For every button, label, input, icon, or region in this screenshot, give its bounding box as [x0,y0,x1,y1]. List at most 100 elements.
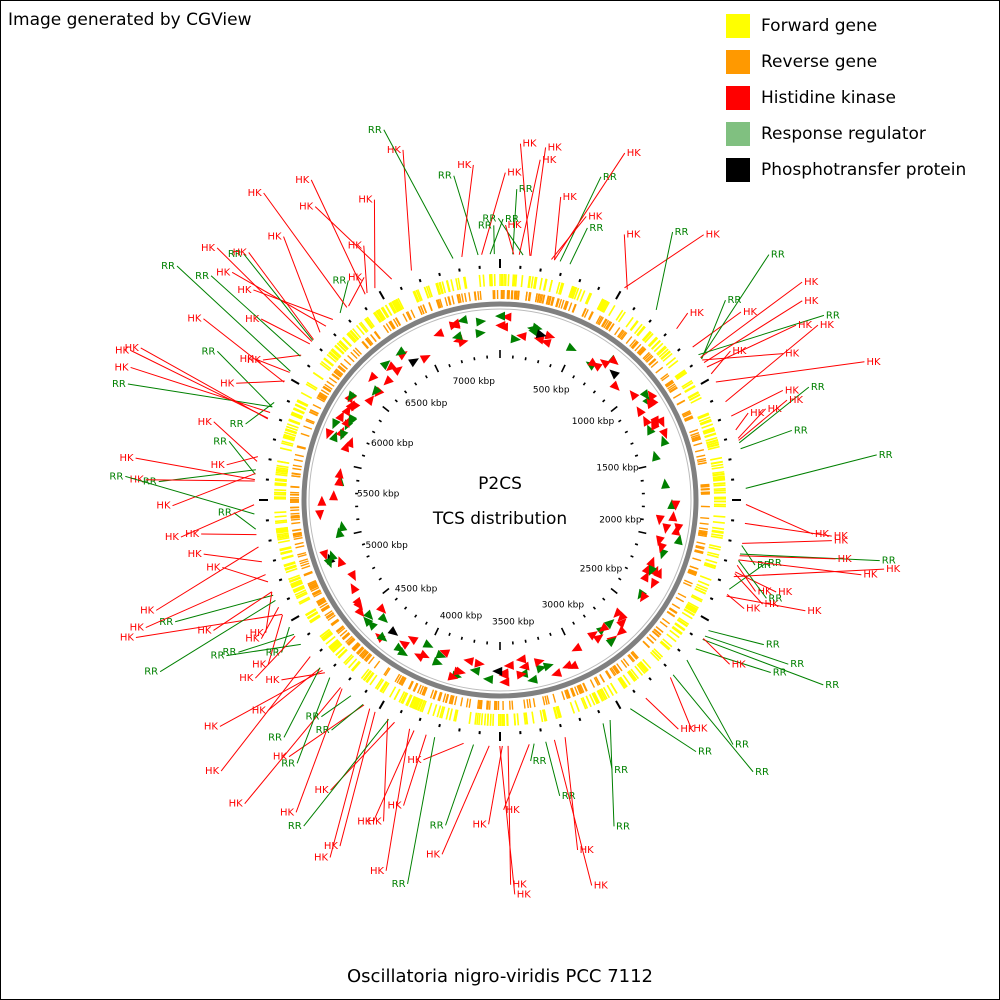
tcs-gene-arrow [658,542,667,554]
forward-gene-mark [482,274,486,287]
tcs-gene-arrow [387,626,399,636]
tcs-gene-arrow [535,329,547,338]
hk-label: HK [863,570,878,581]
forward-gene-mark [703,429,716,435]
forward-gene-mark [335,646,346,656]
forward-gene-mark [674,622,685,632]
forward-gene-mark [710,461,723,465]
tick-mark [602,399,606,403]
tick-mark [634,454,639,457]
reverse-gene-mark [582,682,588,692]
reverse-gene-mark [690,434,700,439]
hk-label: HK [886,564,901,575]
forward-gene-mark [338,340,349,351]
forward-gene-mark [699,575,712,581]
tick-mark [717,418,722,422]
tick-mark [615,290,622,300]
reverse-gene-mark [699,522,709,525]
forward-gene-mark [412,697,419,710]
forward-gene-mark [277,539,291,544]
tick-labels: 500 kbp 1000 kbp 1500 kbp 2000 kbp 2500 kbp 3… [357,377,642,627]
forward-gene-mark [552,706,558,719]
tick-mark [290,615,300,622]
tcs-gene-arrow [383,375,394,386]
forward-gene-mark [349,330,359,341]
tick-mark [434,627,440,636]
forward-gene-mark [699,418,712,425]
tick-mark [290,378,300,385]
reverse-gene-mark [299,560,309,565]
tcs-gene-arrow [325,428,335,440]
legend-item-response-regulator: Response regulator [726,116,966,152]
reverse-gene-mark [642,351,650,360]
forward-gene-mark [275,471,288,475]
tcs-ray [706,324,797,368]
forward-gene-mark [600,300,608,312]
tcs-ray [383,718,389,822]
tcs-ray [135,613,283,638]
reverse-gene-mark [310,409,319,415]
tick-mark [524,357,527,361]
tcs-ray [731,389,784,417]
forward-gene-mark [274,515,287,518]
tick-mark [723,559,728,562]
forward-gene-mark [320,630,332,639]
rr-label: RR [223,647,237,658]
reverse-gene-mark [598,316,604,326]
forward-gene-mark [569,701,576,714]
rr-label: RR [614,765,628,776]
hk-label: HK [820,320,835,331]
tcs-ray [130,350,269,419]
tick-label: 3000 kbp [542,601,585,611]
rr-label: RR [616,821,630,832]
reverse-gene-mark [373,660,381,669]
hk-label: HK [265,675,280,686]
forward-gene-mark [281,442,294,447]
forward-gene-mark [474,712,478,725]
tcs-gene-arrow [674,523,684,534]
reverse-gene-mark [348,638,356,646]
forward-gene-mark [681,380,693,388]
tcs-ray [175,594,274,623]
forward-gene-mark [406,694,413,707]
reverse-gene-mark [389,320,396,330]
forward-gene-mark [647,336,658,347]
reverse-gene-mark [347,638,355,646]
reverse-gene-mark [478,699,481,710]
hk-label: HK [804,296,819,307]
reverse-gene-mark [675,596,685,603]
forward-gene-mark [705,558,718,564]
forward-gene-mark [305,383,317,391]
forward-gene-mark [476,712,479,725]
forward-gene-mark [319,362,331,372]
reverse-gene-mark [324,610,333,617]
forward-gene-mark [439,706,444,719]
forward-gene-mark [711,529,724,533]
reverse-gene-mark [610,667,617,676]
forward-gene-mark [283,562,296,568]
tick-mark [371,566,376,570]
forward-gene-mark [483,713,487,726]
reverse-gene-mark [601,318,608,328]
reverse-gene-mark [447,296,451,306]
tick-label: 5500 kbp [357,489,400,499]
tick-mark [560,627,566,636]
tcs-ray [314,206,393,280]
forward-gene-mark [347,658,358,669]
reverse-gene-mark [665,381,675,388]
forward-gene-mark [653,342,664,353]
tcs-ray [245,402,275,425]
tcs-gene-arrow [475,329,486,339]
legend-swatch [726,86,750,110]
tcs-gene-arrow [516,670,527,680]
reverse-gene-mark [631,341,639,350]
reverse-gene-mark [617,329,624,338]
forward-gene-mark [666,633,677,643]
forward-gene-mark [653,648,664,658]
reverse-gene-mark [696,457,706,461]
tcs-ray [339,280,349,314]
reverse-gene-mark [368,656,375,665]
tcs-gene-arrow [609,380,620,391]
outer-tick-ring [259,259,741,741]
forward-gene-mark [636,325,646,336]
